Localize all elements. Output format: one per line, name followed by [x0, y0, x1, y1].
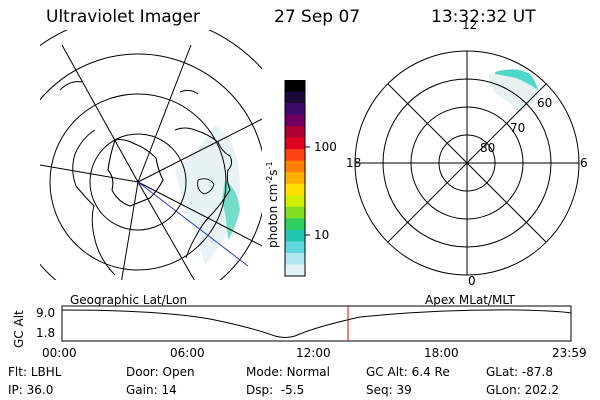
colorbar-segment	[285, 252, 305, 266]
alt-ytick-low: 1.8	[36, 326, 56, 340]
colorbar-segment	[285, 206, 305, 219]
alt-xtick-2359: 23:59	[552, 346, 587, 360]
colorbar-segment	[285, 137, 305, 150]
color-scale-bar	[284, 80, 310, 277]
observation-date: 27 Sep 07	[274, 7, 361, 27]
colorbar-segment	[285, 195, 305, 208]
colorbar-segment	[285, 103, 305, 116]
status-dsp: Dsp: -5.5	[246, 383, 305, 397]
status-glat: GLat: -87.8	[486, 365, 553, 379]
colorbar-segment	[285, 160, 305, 173]
observation-time: 13:32:32 UT	[431, 7, 536, 27]
mlat-label-60: 60	[537, 96, 553, 110]
status-door: Door: Open	[126, 365, 195, 379]
status-gc-alt: GC Alt: 6.4 Re	[366, 365, 450, 379]
alt-xtick-1200: 12:00	[296, 346, 331, 360]
alt-xtick-0600: 06:00	[170, 346, 205, 360]
mlt-label-18: 18	[346, 156, 362, 170]
status-filter: Flt: LBHL	[8, 365, 62, 379]
status-gain: Gain: 14	[126, 383, 177, 397]
geographic-map	[40, 30, 262, 280]
alt-xtick-1800: 18:00	[424, 346, 459, 360]
colorbar-segment	[285, 172, 305, 185]
polar-panel-label: Apex MLat/MLT	[425, 293, 515, 307]
colorbar-segment	[285, 149, 305, 162]
colorbar-segment	[285, 91, 305, 104]
alt-plot-ylabel: GC Alt	[12, 310, 26, 348]
colorbar-segment	[285, 218, 305, 231]
colorbar-segment	[285, 80, 305, 93]
status-seq: Seq: 39	[366, 383, 412, 397]
colorbar-segment	[285, 183, 305, 196]
status-ip: IP: 36.0	[8, 383, 54, 397]
mlt-label-12: 12	[462, 18, 478, 32]
mlt-label-0: 0	[468, 274, 476, 288]
status-mode: Mode: Normal	[246, 365, 330, 379]
colorbar-segment	[285, 229, 305, 243]
colorbar-tick-100: 100	[314, 140, 337, 154]
polar-mlat-mlt-plot	[354, 50, 580, 276]
instrument-title: Ultraviolet Imager	[46, 7, 200, 27]
alt-xtick-0000: 00:00	[42, 346, 77, 360]
colorbar-segment	[285, 126, 305, 139]
altitude-plot	[61, 305, 572, 342]
mlat-label-80: 80	[480, 141, 496, 155]
colorbar-segment	[285, 241, 305, 254]
alt-ytick-high: 9.0	[36, 306, 56, 320]
colorbar-segment	[285, 114, 305, 127]
colorbar-unit-label: photon cm-2s-1	[265, 161, 280, 248]
mlat-label-70: 70	[510, 121, 526, 135]
geo-panel-label: Geographic Lat/Lon	[70, 293, 188, 307]
colorbar-tick-10: 10	[314, 228, 330, 242]
colorbar-segment	[285, 264, 305, 277]
status-glon: GLon: 202.2	[486, 383, 559, 397]
mlt-label-6: 6	[580, 156, 588, 170]
